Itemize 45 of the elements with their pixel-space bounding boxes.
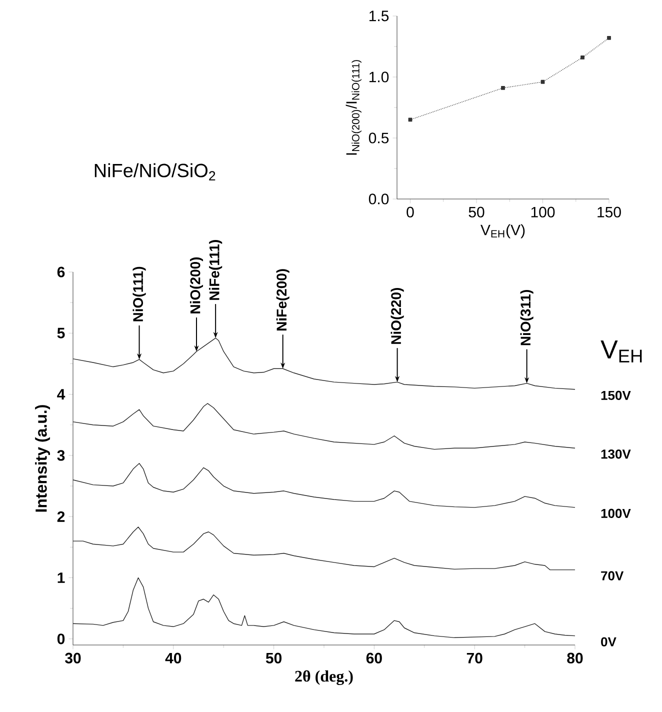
x-tick-label: 50 [468, 206, 484, 218]
annotation: NiO(311) [520, 290, 534, 346]
text: 130V [601, 449, 631, 459]
x-tick-label: 150 [598, 206, 621, 218]
point [501, 86, 505, 90]
legend-title: V$_{EH}$ [600, 340, 642, 362]
text: 100V [601, 508, 631, 518]
chart-title: NiFe/NiO/SiO$_{2}$ [94, 163, 216, 180]
x-tick-label: 100 [531, 206, 555, 218]
x-tick-label: 0 [406, 206, 414, 218]
annotation: NiFe(200) [276, 269, 290, 330]
point [607, 36, 611, 40]
y-tick-label: 0.5 [368, 132, 389, 144]
annotation: NiO(220) [390, 288, 404, 344]
point [408, 118, 412, 122]
text: 150V [601, 390, 631, 400]
line-series [72, 526, 576, 570]
x-tick-label: 70 [466, 652, 482, 664]
y-axis-title: I$_{NiO(200)}$/I$_{NiO(111)}$ [346, 60, 362, 155]
text: 0V [601, 637, 616, 646]
x-tick-label: 80 [567, 652, 583, 664]
text: 70V [601, 571, 624, 580]
line-series [72, 463, 576, 508]
y-tick-label: 4 [57, 389, 66, 400]
y-tick-label: 1 [58, 572, 65, 583]
y-tick-label: 6 [57, 266, 65, 278]
annotation: NiFe(111) [209, 240, 222, 300]
y-tick-label: 5 [57, 328, 65, 338]
annotation: NiO(111) [132, 266, 146, 322]
y-tick-label: 0 [57, 634, 65, 644]
x-axis-title: V$_{EH}$(V) [480, 224, 525, 238]
point [580, 56, 584, 60]
y-tick-label: 3 [57, 450, 65, 461]
x-axis-title: 2θ (deg.) [295, 670, 353, 686]
y-tick-label: 1.0 [369, 72, 389, 82]
annotation: NiO(200) [190, 257, 204, 314]
y-axis-title: Intensity (a.u.) [35, 405, 50, 512]
point [540, 80, 545, 84]
x-tick-label: 30 [65, 652, 81, 664]
y-tick-label: 1.5 [369, 10, 389, 22]
y-tick-label: 2 [57, 511, 65, 522]
x-tick-label: 50 [266, 652, 282, 664]
x-tick-label: 60 [366, 652, 382, 664]
x-tick-label: 40 [165, 652, 182, 664]
y-tick-label: 0.0 [368, 194, 389, 204]
